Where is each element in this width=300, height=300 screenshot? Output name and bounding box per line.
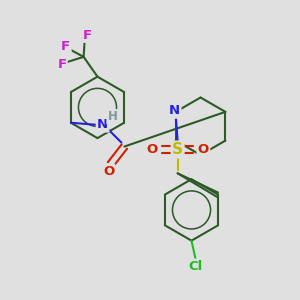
Text: F: F xyxy=(61,40,70,53)
Text: N: N xyxy=(169,104,180,117)
Text: O: O xyxy=(103,165,114,178)
Text: F: F xyxy=(57,58,66,71)
Text: Cl: Cl xyxy=(188,260,203,273)
Text: S: S xyxy=(172,142,183,157)
Text: N: N xyxy=(97,118,108,131)
Text: F: F xyxy=(83,28,92,42)
Text: O: O xyxy=(146,143,158,156)
Text: H: H xyxy=(108,110,117,123)
Text: O: O xyxy=(198,143,209,156)
